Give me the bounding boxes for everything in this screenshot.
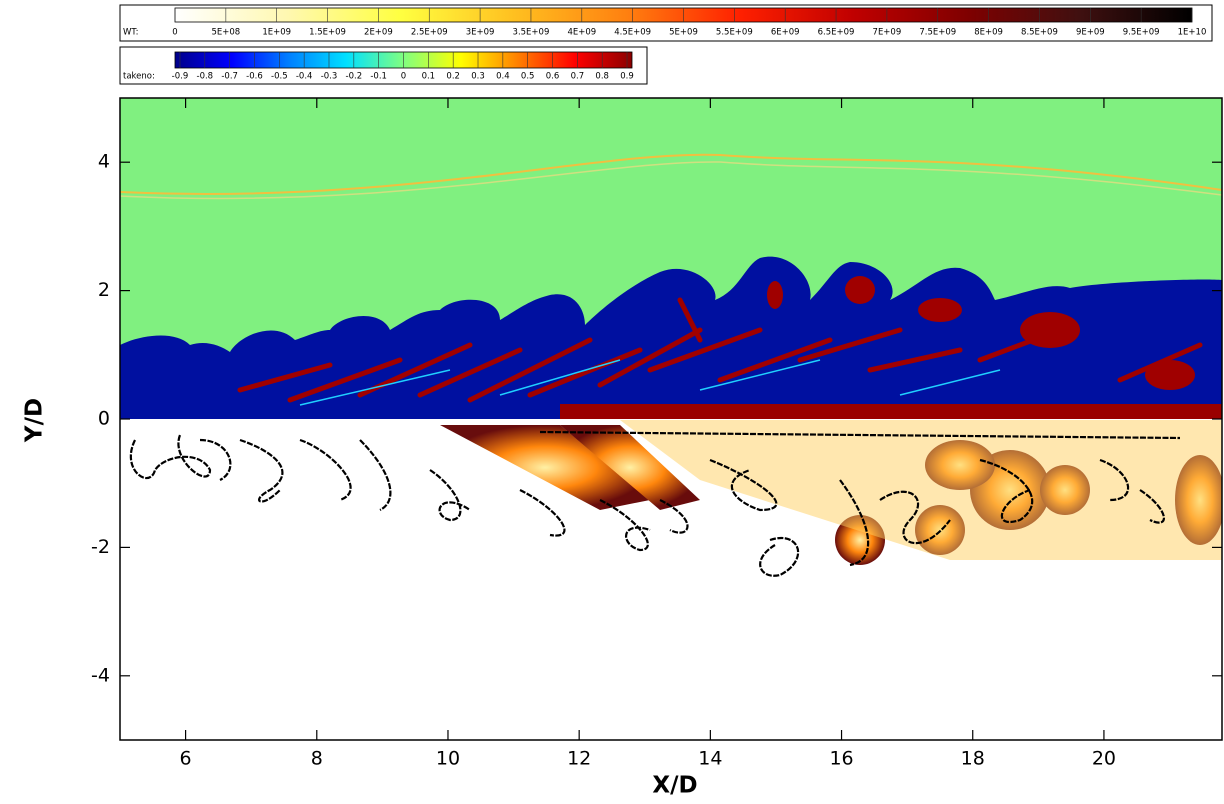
colorbar-tick-label: -0.1 [370,72,387,82]
colorbar-tick-label: 0.9 [620,72,634,82]
x-tick-label: 12 [567,748,591,770]
colorbar-tick-label: 9.5E+09 [1123,28,1160,38]
colorbar-tick-label: 1E+09 [262,28,291,38]
colorbar-tick-label: 1E+10 [1178,28,1207,38]
y-tick-label: -2 [91,536,110,558]
colorbar-tick-label: 6.5E+09 [818,28,855,38]
colorbar-tick-label: -0.8 [197,72,214,82]
colorbar-tick-label: 5E+08 [211,28,240,38]
x-tick-label: 6 [180,748,192,770]
x-tick-label: 8 [311,748,323,770]
colorbar-tick-label: 0.8 [595,72,609,82]
y-tick-label: 2 [98,279,110,301]
colorbar-tick-label: 2E+09 [364,28,393,38]
colorbar-tick-label: 0.4 [496,72,510,82]
colorbar-tick-label: -0.7 [221,72,238,82]
colorbar-tick-label: 9E+09 [1076,28,1105,38]
x-tick-label: 18 [961,748,985,770]
colorbar-tick-label: -0.5 [271,72,288,82]
colorbar-tick-label: -0.3 [321,72,338,82]
colorbar-tick-label: 6E+09 [771,28,800,38]
colorbar-tick-label: -0.2 [346,72,363,82]
colorbar-tick-label: 8E+09 [974,28,1003,38]
y-axis-label: Y/D [22,398,48,443]
colorbar-tick-label: -0.4 [296,72,313,82]
colorbar-tick-label: 3E+09 [466,28,495,38]
colorbar-tick-label: -0.6 [246,72,263,82]
x-tick-label: 14 [698,748,722,770]
colorbar-tick-label: 0.2 [446,72,460,82]
colorbar-tick-label: 4E+09 [567,28,596,38]
x-axis-label: X/D [652,773,697,799]
colorbar-tick-label: 0.1 [422,72,436,82]
colorbar-tick-label: 0.6 [546,72,560,82]
colorbar-tick-label: 0 [401,72,406,82]
x-tick-label: 20 [1092,748,1116,770]
colorbar-tick-label: 0.7 [571,72,585,82]
colorbar-tick-label: 8.5E+09 [1021,28,1058,38]
colorbar-tick-label: 7.5E+09 [919,28,956,38]
colorbar-tick-label: 4.5E+09 [614,28,651,38]
x-tick-label: 10 [436,748,460,770]
y-tick-label: -4 [91,664,110,686]
colorbar-tick-label: 0.5 [521,72,535,82]
colorbar-tick-label: 1.5E+09 [309,28,346,38]
colorbar-tick-label: 3.5E+09 [513,28,550,38]
colorbar-tick-label: 0 [172,28,177,38]
colorbar-tick-label: -0.9 [172,72,189,82]
colorbar-tick-label: 7E+09 [873,28,902,38]
y-tick-label: 0 [98,408,110,430]
colorbar-tick-label: 2.5E+09 [411,28,448,38]
colorbar-title: WT: [123,28,139,38]
x-tick-label: 16 [829,748,853,770]
colorbar-title: takeno: [123,72,155,82]
y-tick-label: 4 [98,151,110,173]
colorbar-tick-label: 5E+09 [669,28,698,38]
colorbar-tick-label: 5.5E+09 [716,28,753,38]
colorbar-tick-label: 0.3 [471,72,485,82]
field [120,98,1222,577]
